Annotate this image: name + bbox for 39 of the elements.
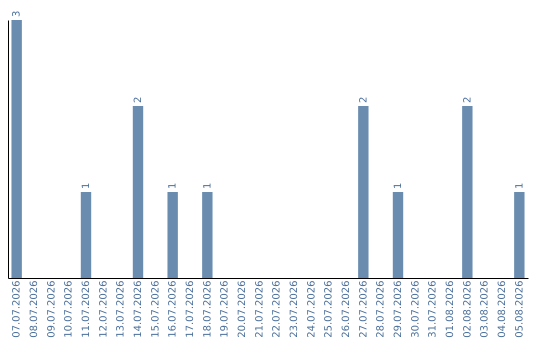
x-tick-label: 29.07.2026	[393, 280, 404, 338]
x-tick-label: 18.07.2026	[202, 280, 214, 338]
data-label: 1	[81, 182, 92, 189]
x-tick-label: 22.07.2026	[272, 280, 283, 338]
x-tick-label: 26.07.2026	[341, 280, 352, 338]
x-tick-label: 05.08.2026	[514, 280, 526, 338]
x-tick-label: 20.07.2026	[237, 280, 248, 338]
x-tick-label: 28.07.2026	[376, 280, 387, 338]
x-tick-label: 08.07.2026	[29, 280, 40, 338]
x-tick-label: 14.07.2026	[133, 280, 144, 338]
x-tick-label: 31.07.2026	[428, 280, 439, 338]
x-tick-label: 27.07.2026	[358, 280, 370, 338]
x-tick-label: 24.07.2026	[306, 280, 318, 338]
x-tick-label: 04.08.2026	[497, 280, 508, 338]
x-tick-label: 25.07.2026	[324, 280, 335, 338]
data-label: 1	[393, 182, 404, 189]
data-label: 2	[133, 96, 144, 103]
x-tick-label: 19.07.2026	[220, 280, 231, 338]
x-tick-label: 03.08.2026	[480, 280, 491, 338]
data-label: 1	[202, 182, 214, 189]
data-label: 1	[514, 182, 526, 189]
data-label: 1	[168, 182, 179, 189]
x-tick-label: 23.07.2026	[289, 280, 300, 338]
x-tick-label: 16.07.2026	[168, 280, 179, 338]
x-tick-label: 15.07.2026	[150, 280, 162, 338]
x-tick-label: 10.07.2026	[64, 280, 75, 338]
x-tick-label: 21.07.2026	[254, 280, 266, 338]
x-tick-label: 07.07.2026	[12, 280, 23, 338]
x-tick-label: 17.07.2026	[185, 280, 196, 338]
data-label: 2	[462, 96, 474, 103]
x-tick-label: 12.07.2026	[98, 280, 110, 338]
x-tick-label: 02.08.2026	[462, 280, 474, 338]
x-tick-label: 09.07.2026	[46, 280, 58, 338]
x-tick-label: 30.07.2026	[410, 280, 422, 338]
x-tick-label: 11.07.2026	[81, 280, 92, 338]
x-tick-label: 13.07.2026	[116, 280, 127, 338]
x-tick-label: 01.08.2026	[445, 280, 456, 338]
data-label: 3	[12, 10, 23, 17]
data-label: 2	[358, 96, 370, 103]
